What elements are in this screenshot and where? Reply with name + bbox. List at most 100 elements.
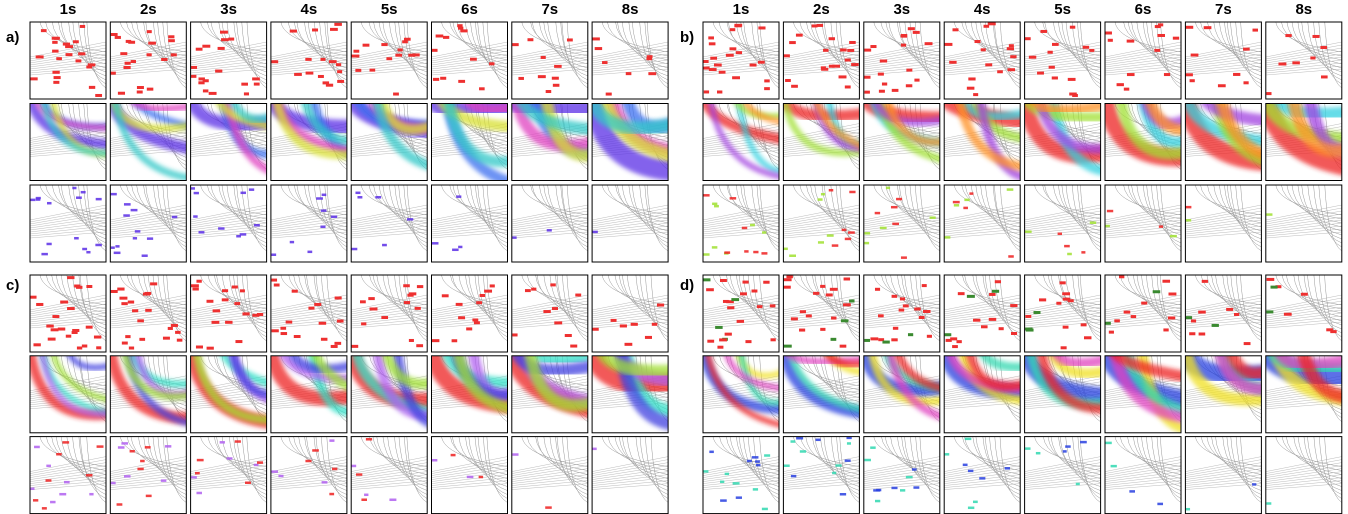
agent-box — [458, 80, 465, 83]
agent-box — [54, 37, 60, 40]
map-tile — [1266, 437, 1342, 505]
map-tile — [110, 275, 186, 350]
agent-mark — [945, 453, 950, 456]
road-line — [864, 463, 940, 476]
map-tile — [1105, 185, 1181, 251]
agent-box — [703, 67, 709, 70]
agent-box — [191, 66, 197, 69]
agent-box — [370, 69, 376, 72]
road-line — [752, 185, 779, 243]
agent-box — [1119, 275, 1124, 278]
agent-box — [1154, 49, 1160, 52]
agent-mark — [241, 192, 246, 195]
road-line — [720, 437, 779, 471]
agent-box — [1243, 48, 1250, 51]
agent-box — [207, 300, 214, 303]
agent-mark — [886, 187, 890, 190]
agent-box — [129, 347, 134, 350]
road-line — [351, 457, 427, 472]
agent-box — [1271, 286, 1278, 289]
time-label: 7s — [541, 1, 558, 18]
road-line — [1073, 437, 1101, 495]
agent-box — [1199, 332, 1206, 335]
road-line — [191, 472, 267, 482]
agent-box — [436, 35, 444, 38]
road-line — [703, 307, 779, 318]
agent-mark — [62, 441, 69, 444]
agent-mark — [720, 481, 724, 484]
agent-box — [132, 309, 138, 312]
road-line — [1025, 463, 1101, 476]
agent-box — [355, 69, 361, 72]
road-line — [592, 307, 668, 318]
map-tile — [1025, 22, 1101, 97]
time-label: 7s — [1215, 1, 1232, 18]
agent-box — [1191, 319, 1196, 322]
agent-box — [161, 58, 167, 61]
agent-box — [490, 284, 495, 287]
time-label: 8s — [1295, 1, 1312, 18]
agent-mark — [329, 493, 334, 496]
agent-box — [973, 319, 980, 322]
agent-box — [76, 286, 82, 289]
agent-box — [381, 43, 387, 46]
agent-box — [893, 327, 898, 330]
map-tile — [592, 185, 668, 251]
agent-box — [125, 62, 131, 65]
tile-border — [271, 185, 347, 262]
agent-box — [171, 53, 177, 56]
agent-box — [30, 77, 37, 80]
agent-box — [150, 282, 157, 285]
agent-box — [443, 36, 449, 39]
agent-box — [53, 81, 59, 84]
road-line — [389, 22, 427, 72]
prediction-flow — [744, 99, 784, 122]
road-line — [1115, 22, 1181, 52]
road-line — [30, 217, 106, 228]
road-line — [831, 185, 860, 243]
road-line — [512, 48, 588, 61]
agent-mark — [46, 465, 51, 468]
tile-border — [432, 185, 508, 262]
agent-box — [554, 65, 562, 68]
agent-box — [864, 91, 870, 94]
road-line — [783, 469, 859, 480]
panel-label: d) — [680, 277, 694, 294]
road-line — [512, 463, 588, 476]
agent-box — [1198, 311, 1206, 314]
road-line — [920, 437, 940, 503]
agent-box — [742, 281, 748, 284]
agent-mark — [114, 252, 121, 255]
map-tile — [351, 185, 427, 251]
road-line — [983, 275, 1020, 325]
road-line — [465, 22, 507, 68]
agent-mark — [357, 196, 362, 199]
agent-box — [791, 317, 798, 320]
road-line — [1185, 463, 1261, 476]
agent-box — [1052, 76, 1058, 79]
agent-box — [927, 335, 932, 338]
agent-box — [1312, 35, 1319, 38]
agent-box — [82, 345, 87, 348]
agent-mark — [1058, 233, 1062, 236]
agent-box — [1062, 292, 1070, 295]
agent-box — [731, 298, 739, 301]
road-line — [512, 457, 588, 472]
agent-box — [240, 289, 245, 292]
agent-mark — [963, 464, 968, 467]
agent-box — [1131, 315, 1136, 318]
agent-box — [386, 57, 392, 60]
agent-box — [882, 341, 889, 344]
agent-mark — [1105, 442, 1111, 445]
agent-box — [122, 342, 128, 345]
map-tile — [110, 437, 186, 506]
agent-mark — [1063, 450, 1067, 453]
agent-mark — [753, 488, 758, 491]
tile-border — [191, 437, 267, 514]
prediction-flow — [68, 351, 111, 368]
road-line — [1241, 185, 1262, 251]
road-line — [703, 472, 779, 482]
road-line — [640, 437, 668, 495]
agent-mark — [117, 503, 123, 506]
road-line — [191, 54, 267, 65]
